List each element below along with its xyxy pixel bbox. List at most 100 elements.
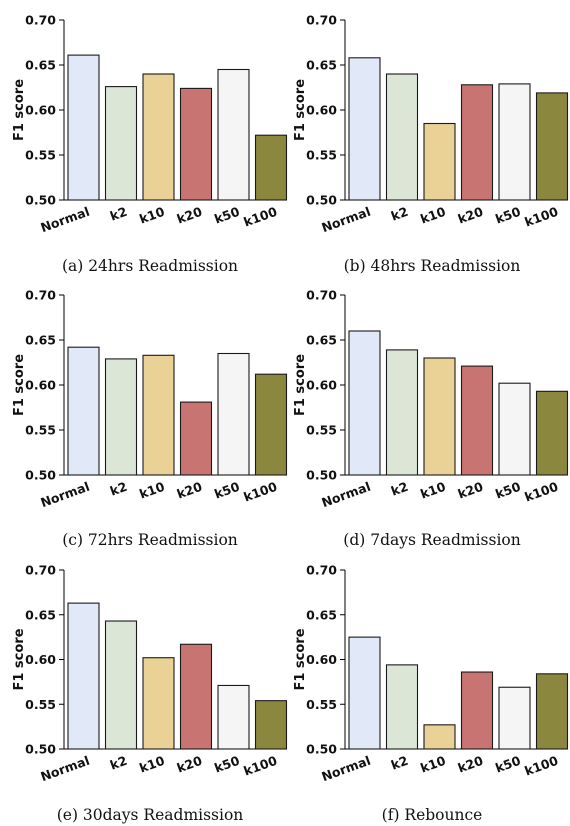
y-tick-label: 0.60 [25, 652, 56, 667]
x-tick-label: Normal [39, 204, 92, 236]
y-axis-label: F1 score [293, 79, 308, 141]
bar-Normal [348, 330, 381, 476]
y-tick-label: 0.55 [306, 697, 337, 712]
bar-Normal [348, 636, 381, 750]
bar-k10 [142, 354, 175, 476]
y-tick-label: 0.65 [25, 333, 56, 348]
y-axis-label: F1 score [293, 628, 308, 690]
bar-k50 [217, 68, 250, 201]
bar-k50 [498, 686, 531, 750]
x-tick-label: Normal [39, 753, 92, 785]
y-tick-label: 0.70 [25, 563, 56, 578]
y-tick-label: 0.60 [25, 378, 56, 393]
y-tick-label: 0.60 [25, 103, 56, 118]
x-tick-label: k2 [389, 204, 410, 224]
chart-caption: (f) Rebounce [382, 806, 483, 824]
y-axis-label: F1 score [293, 354, 308, 416]
bar-k10 [423, 357, 456, 476]
x-tick-label: k100 [523, 204, 561, 230]
x-tick-label: Normal [39, 479, 92, 511]
bar-Normal [67, 54, 100, 201]
x-tick-label: k2 [108, 479, 129, 499]
chart-panel-2: 0.50 0.55 0.60 0.65 0.70 F1 score Normal k2 k10 k… [293, 13, 569, 275]
x-tick-label: k10 [137, 204, 167, 227]
y-tick-label: 0.50 [25, 468, 56, 483]
y-tick-label: 0.65 [306, 333, 337, 348]
x-tick-label: k50 [212, 479, 242, 502]
y-tick-label: 0.65 [25, 607, 56, 622]
x-tick-label: k20 [456, 204, 486, 227]
y-tick-label: 0.60 [306, 378, 337, 393]
y-tick-label: 0.70 [306, 13, 337, 28]
y-tick-label: 0.70 [25, 13, 56, 28]
chart-caption: (b) 48hrs Readmission [344, 257, 521, 275]
y-tick-label: 0.65 [25, 58, 56, 73]
x-tick-label: k100 [242, 479, 280, 505]
y-axis-label: F1 score [12, 354, 27, 416]
bar-k10 [142, 657, 175, 750]
x-tick-label: k100 [242, 753, 280, 779]
y-tick-label: 0.55 [306, 148, 337, 163]
bar-k50 [217, 352, 250, 476]
x-tick-label: k20 [456, 753, 486, 776]
x-tick-label: k50 [493, 479, 523, 502]
y-tick-label: 0.60 [306, 652, 337, 667]
x-tick-label: k2 [389, 753, 410, 773]
chart-caption: (c) 72hrs Readmission [62, 531, 238, 549]
x-tick-label: k10 [137, 753, 167, 776]
x-tick-label: k100 [523, 479, 561, 505]
bar-k20 [460, 84, 494, 201]
x-tick-label: k2 [108, 753, 129, 773]
chart-panel-3: 0.50 0.55 0.60 0.65 0.70 F1 score Normal k2 k10 k… [12, 288, 288, 549]
bar-k10 [423, 122, 456, 201]
y-tick-label: 0.55 [25, 423, 56, 438]
chart-caption: (d) 7days Readmission [343, 531, 520, 549]
y-tick-label: 0.65 [306, 607, 337, 622]
x-tick-label: k50 [493, 204, 523, 227]
x-tick-label: k10 [418, 479, 448, 502]
bar-k100 [535, 390, 569, 476]
bar-k20 [179, 401, 213, 476]
bar-Normal [348, 57, 381, 201]
y-tick-label: 0.60 [306, 103, 337, 118]
x-tick-label: k2 [108, 204, 129, 224]
bar-Normal [67, 346, 100, 476]
bar-k50 [217, 684, 250, 750]
x-tick-label: k10 [418, 204, 448, 227]
bar-k100 [535, 673, 569, 750]
chart-panel-1: 0.50 0.55 0.60 0.65 0.70 F1 score Normal k2 k10 k… [12, 13, 288, 275]
bar-k2 [104, 358, 138, 476]
chart-caption: (e) 30days Readmission [57, 806, 244, 824]
y-tick-label: 0.70 [306, 563, 337, 578]
x-tick-label: k2 [389, 479, 410, 499]
x-tick-label: k20 [456, 479, 486, 502]
y-tick-label: 0.50 [306, 193, 337, 208]
bar-k10 [423, 724, 456, 750]
x-tick-label: k20 [175, 753, 205, 776]
x-tick-label: Normal [320, 479, 373, 511]
y-tick-label: 0.50 [306, 742, 337, 757]
y-tick-label: 0.55 [25, 697, 56, 712]
y-tick-label: 0.65 [306, 58, 337, 73]
bar-k50 [498, 83, 531, 201]
bar-k100 [254, 373, 288, 476]
bar-k100 [535, 92, 569, 201]
bar-k2 [104, 620, 138, 750]
y-tick-label: 0.55 [306, 423, 337, 438]
x-tick-label: k100 [242, 204, 280, 230]
y-tick-label: 0.70 [25, 288, 56, 303]
bar-k2 [385, 664, 419, 750]
bar-k100 [254, 700, 288, 750]
x-tick-label: k100 [523, 753, 561, 779]
x-tick-label: k50 [493, 753, 523, 776]
bar-k20 [179, 87, 213, 201]
x-tick-label: Normal [320, 753, 373, 785]
bar-Normal [67, 602, 100, 750]
bar-k10 [142, 73, 175, 201]
bar-k20 [179, 643, 213, 750]
y-tick-label: 0.50 [306, 468, 337, 483]
y-axis-label: F1 score [12, 79, 27, 141]
y-tick-label: 0.55 [25, 148, 56, 163]
x-tick-label: k50 [212, 753, 242, 776]
